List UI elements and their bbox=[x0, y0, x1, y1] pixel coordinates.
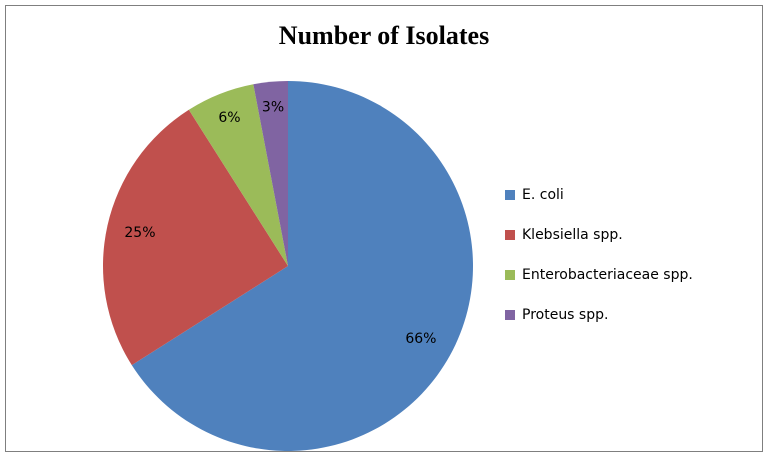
pie-slice bbox=[253, 81, 288, 266]
legend-swatch bbox=[505, 190, 515, 200]
data-label: 6% bbox=[218, 110, 240, 126]
data-label: 25% bbox=[124, 225, 155, 241]
pie-slice bbox=[188, 84, 288, 266]
legend-swatch bbox=[505, 310, 515, 320]
legend-label: E. coli bbox=[522, 187, 564, 203]
chart-title: Number of Isolates bbox=[279, 21, 489, 50]
legend-label: Enterobacteriaceae spp. bbox=[522, 267, 693, 283]
legend-swatch bbox=[505, 270, 515, 280]
legend-swatch bbox=[505, 230, 515, 240]
legend-label: Proteus spp. bbox=[522, 307, 608, 323]
legend-label: Klebsiella spp. bbox=[522, 227, 623, 243]
pie-slice bbox=[131, 81, 474, 451]
data-label: 3% bbox=[262, 100, 284, 116]
data-label: 66% bbox=[405, 331, 436, 347]
pie-slice bbox=[103, 109, 288, 366]
